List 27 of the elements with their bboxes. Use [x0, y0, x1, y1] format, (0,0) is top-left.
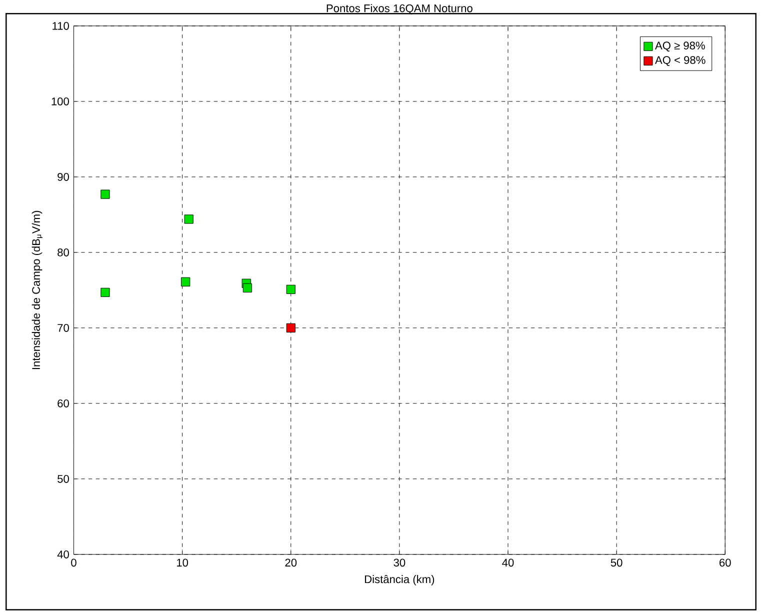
- point: [184, 214, 194, 224]
- point: [286, 284, 296, 294]
- y-tick-label: 70: [58, 324, 69, 332]
- legend-label: AQ < 98%: [655, 56, 706, 66]
- y-tick-label: 90: [58, 173, 69, 181]
- y-tick-label: 110: [52, 22, 69, 30]
- x-tick-label: 60: [720, 558, 731, 567]
- x-tick-label: 0: [71, 558, 76, 567]
- point: [100, 288, 110, 298]
- point: [286, 323, 296, 333]
- x-tick-label: 10: [177, 558, 188, 567]
- point: [242, 283, 252, 293]
- x-tick-label: 20: [285, 558, 297, 567]
- x-tick-label: 50: [610, 558, 622, 567]
- y-tick-label: 100: [52, 98, 69, 106]
- point: [100, 190, 110, 199]
- point: [181, 277, 190, 286]
- y-tick-label: 50: [58, 475, 69, 483]
- x-tick-label: 40: [502, 558, 514, 567]
- y-tick-label: 40: [57, 550, 69, 558]
- y-axis-title: Intensidade de Campo (dB$_{μ}$V/m): [32, 211, 42, 370]
- x-axis-title: Distância (km): [365, 575, 434, 586]
- x-tick-label: 30: [394, 558, 406, 567]
- y-tick-label: 80: [58, 248, 69, 256]
- y-tick-label: 60: [58, 400, 69, 408]
- chart-title: Pontos Fixos 16QAM Noturno: [326, 4, 472, 14]
- legend-label: AQ ≥ 98%: [655, 42, 705, 52]
